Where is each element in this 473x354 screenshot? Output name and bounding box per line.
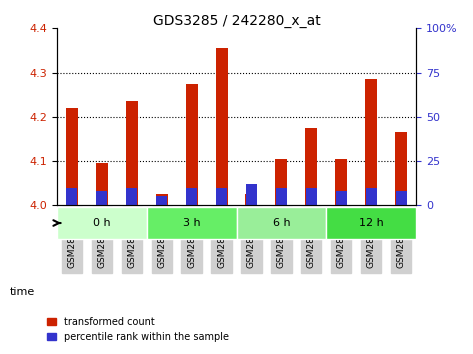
FancyBboxPatch shape	[326, 207, 416, 239]
Bar	[306, 128, 317, 205]
Text: 12 h: 12 h	[359, 218, 384, 228]
Bar	[66, 108, 78, 205]
Bar	[335, 159, 347, 205]
Bar	[396, 191, 406, 205]
Bar	[126, 188, 137, 205]
Bar	[246, 184, 257, 205]
Bar	[276, 188, 287, 205]
Bar	[126, 101, 138, 205]
Legend: transformed count, percentile rank within the sample: transformed count, percentile rank withi…	[43, 313, 233, 346]
Bar	[306, 188, 316, 205]
Bar	[245, 194, 257, 205]
FancyBboxPatch shape	[57, 207, 147, 239]
Bar	[395, 132, 407, 205]
Text: GDS3285 / 242280_x_at: GDS3285 / 242280_x_at	[153, 14, 320, 28]
Bar	[96, 163, 108, 205]
Bar	[185, 84, 198, 205]
Bar	[365, 79, 377, 205]
Text: 0 h: 0 h	[93, 218, 111, 228]
FancyBboxPatch shape	[147, 207, 236, 239]
Bar	[216, 48, 228, 205]
Bar	[275, 159, 288, 205]
Text: 6 h: 6 h	[272, 218, 290, 228]
Text: 3 h: 3 h	[183, 218, 201, 228]
Bar	[336, 191, 347, 205]
Bar	[157, 196, 167, 205]
Bar	[216, 188, 227, 205]
Bar	[156, 194, 167, 205]
Bar	[186, 188, 197, 205]
Bar	[67, 188, 77, 205]
FancyBboxPatch shape	[236, 207, 326, 239]
Bar	[366, 188, 377, 205]
Bar	[96, 191, 107, 205]
Text: time: time	[9, 287, 35, 297]
